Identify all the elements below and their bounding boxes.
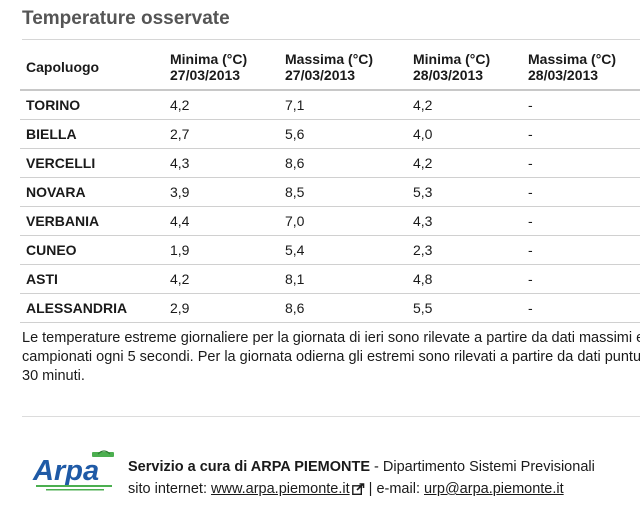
max-temp-day2: - <box>522 235 640 265</box>
city-name: VERBANIA <box>20 206 164 236</box>
table-row: VERBANIA 4,4 7,0 4,3 - <box>20 206 640 236</box>
max-temp-day2: - <box>522 119 640 149</box>
max-temp-day2: - <box>522 293 640 323</box>
min-temp-day1: 4,2 <box>164 90 279 120</box>
header-date: 27/03/2013 <box>170 67 241 83</box>
min-temp-day2: 2,3 <box>407 235 522 265</box>
header-min-day1: Minima (°C) 27/03/2013 <box>164 45 279 91</box>
min-temp-day2: 4,3 <box>407 206 522 236</box>
table-row: ALESSANDRIA 2,9 8,6 5,5 - <box>20 293 640 323</box>
max-temp-day2: - <box>522 206 640 236</box>
header-label: Minima (°C) <box>413 51 491 67</box>
title-divider <box>22 39 640 40</box>
logo-text: Arpa <box>32 455 99 487</box>
footer-service-line: Servizio a cura di ARPA PIEMONTE - Dipar… <box>128 456 595 478</box>
footer-credits: Servizio a cura di ARPA PIEMONTE - Dipar… <box>128 456 595 500</box>
table-row: BIELLA 2,7 5,6 4,0 - <box>20 119 640 149</box>
footer-contact-line: sito internet: www.arpa.piemonte.it | e-… <box>128 478 595 500</box>
table-row: VERCELLI 4,3 8,6 4,2 - <box>20 148 640 178</box>
min-temp-day2: 4,2 <box>407 90 522 120</box>
table-row: CUNEO 1,9 5,4 2,3 - <box>20 235 640 265</box>
site-label: sito internet: <box>128 481 212 497</box>
section-title: Temperature osservate <box>22 8 230 29</box>
note-line: campionati ogni 5 secondi. Per la giorna… <box>22 349 640 365</box>
min-temp-day1: 2,7 <box>164 119 279 149</box>
header-date: 28/03/2013 <box>413 67 484 83</box>
note-line: Le temperature estreme giornaliere per l… <box>22 330 640 346</box>
max-temp-day1: 7,0 <box>279 206 407 236</box>
max-temp-day1: 5,6 <box>279 119 407 149</box>
city-name: BIELLA <box>20 119 164 149</box>
table-row: ASTI 4,2 8,1 4,8 - <box>20 264 640 294</box>
max-temp-day2: - <box>522 90 640 120</box>
max-temp-day1: 8,5 <box>279 177 407 207</box>
min-temp-day2: 4,2 <box>407 148 522 178</box>
max-temp-day1: 8,6 <box>279 293 407 323</box>
header-max-day2: Massima (°C) 28/03/2013 <box>522 45 640 91</box>
city-name: VERCELLI <box>20 148 164 178</box>
city-name: NOVARA <box>20 177 164 207</box>
header-label: Massima (°C) <box>285 51 374 67</box>
email-separator: | e-mail: <box>364 481 424 497</box>
arpa-piemonte-logo-icon: Arpa <box>32 450 114 491</box>
note-line: 30 minuti. <box>22 368 85 384</box>
temperature-note: Le temperature estreme giornaliere per l… <box>22 329 640 386</box>
service-department: - Dipartimento Sistemi Previsionali <box>370 459 595 475</box>
header-date: 27/03/2013 <box>285 67 356 83</box>
min-temp-day1: 4,3 <box>164 148 279 178</box>
header-max-day1: Massima (°C) 27/03/2013 <box>279 45 407 91</box>
header-label: Massima (°C) <box>528 51 617 67</box>
city-name: CUNEO <box>20 235 164 265</box>
header-label: Capoluogo <box>26 59 100 75</box>
footer-divider <box>22 416 640 417</box>
min-temp-day2: 4,0 <box>407 119 522 149</box>
header-min-day2: Minima (°C) 28/03/2013 <box>407 45 522 91</box>
min-temp-day1: 4,4 <box>164 206 279 236</box>
min-temp-day1: 2,9 <box>164 293 279 323</box>
max-temp-day1: 5,4 <box>279 235 407 265</box>
city-name: ASTI <box>20 264 164 294</box>
max-temp-day2: - <box>522 148 640 178</box>
max-temp-day1: 8,6 <box>279 148 407 178</box>
temperature-table: Capoluogo Minima (°C) 27/03/2013 Massima … <box>20 45 640 323</box>
min-temp-day2: 5,3 <box>407 177 522 207</box>
min-temp-day1: 4,2 <box>164 264 279 294</box>
min-temp-day2: 5,5 <box>407 293 522 323</box>
table-header-row: Capoluogo Minima (°C) 27/03/2013 Massima … <box>20 45 640 91</box>
email-link[interactable]: urp@arpa.piemonte.it <box>424 481 564 497</box>
min-temp-day1: 3,9 <box>164 177 279 207</box>
table-row: TORINO 4,2 7,1 4,2 - <box>20 90 640 120</box>
max-temp-day1: 7,1 <box>279 90 407 120</box>
min-temp-day2: 4,8 <box>407 264 522 294</box>
header-label: Minima (°C) <box>170 51 248 67</box>
min-temp-day1: 1,9 <box>164 235 279 265</box>
external-link-icon[interactable] <box>351 483 365 495</box>
max-temp-day2: - <box>522 264 640 294</box>
max-temp-day2: - <box>522 177 640 207</box>
city-name: ALESSANDRIA <box>20 293 164 323</box>
header-date: 28/03/2013 <box>528 67 599 83</box>
max-temp-day1: 8,1 <box>279 264 407 294</box>
table-row: NOVARA 3,9 8,5 5,3 - <box>20 177 640 207</box>
website-link[interactable]: www.arpa.piemonte.it <box>211 481 350 497</box>
header-capoluogo: Capoluogo <box>20 45 164 91</box>
city-name: TORINO <box>20 90 164 120</box>
service-name: Servizio a cura di ARPA PIEMONTE <box>128 459 370 475</box>
